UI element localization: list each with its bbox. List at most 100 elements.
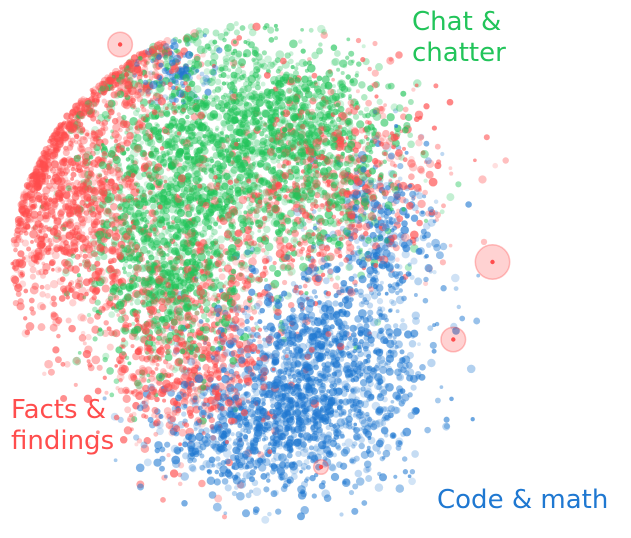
scatter-point [223,103,229,108]
scatter-point [309,97,317,105]
scatter-point [330,58,338,67]
scatter-point [68,324,76,333]
scatter-point [274,57,281,63]
scatter-point [138,354,146,362]
scatter-point [286,339,294,348]
scatter-point [443,416,450,423]
scatter-point [351,59,355,64]
scatter-point [113,217,120,224]
scatter-point [265,335,273,343]
scatter-point [350,388,355,393]
scatter-point [308,27,314,33]
scatter-point [264,134,269,139]
scatter-point [414,110,424,120]
scatter-point [106,367,114,375]
scatter-point [339,512,344,517]
scatter-point [219,170,223,174]
scatter-point [492,162,499,169]
scatter-point [121,337,126,343]
scatter-point [334,356,340,362]
scatter-point [483,134,490,141]
scatter-point [261,397,266,403]
scatter-point [320,31,328,39]
scatter-point [221,514,228,520]
scatter-point [210,435,217,441]
scatter-point [235,374,241,379]
scatter-point [334,409,339,413]
scatter-point [155,362,160,367]
scatter-point [62,226,67,232]
scatter-point [206,350,213,357]
scatter-point [84,215,93,224]
scatter-point [263,422,268,427]
scatter-point [356,120,365,129]
scatter-point [331,77,335,82]
scatter-point [174,247,179,252]
scatter-point [331,356,336,361]
scatter-point [356,433,363,440]
scatter-point [397,271,404,277]
scatter-point [206,341,211,347]
scatter-point [414,277,423,286]
scatter-point [376,450,382,455]
scatter-point [351,507,359,515]
scatter-point [395,484,405,493]
scatter-point [93,148,101,155]
scatter-point [301,467,306,472]
scatter-point [347,99,355,107]
scatter-point [29,273,36,280]
scatter-point [236,62,243,69]
scatter-point [142,384,150,393]
scatter-point [212,39,218,45]
scatter-point [386,113,395,122]
scatter-point [414,236,420,242]
scatter-point [324,210,334,219]
scatter-point [316,185,323,192]
scatter-point [246,210,253,217]
scatter-point [257,335,262,340]
scatter-point [44,359,53,369]
scatter-point [113,458,118,463]
scatter-point [132,289,141,299]
scatter-point [400,233,407,241]
scatter-point [133,291,139,298]
scatter-point [369,231,377,239]
scatter-point [276,159,281,164]
scatter-point [114,71,120,77]
scatter-point [214,78,222,86]
scatter-point [407,140,415,149]
scatter-point [394,274,400,280]
scatter-point [433,199,439,204]
scatter-point [124,355,130,361]
scatter-point [233,485,239,490]
scatter-point [92,336,98,342]
scatter-point [42,371,47,377]
scatter-point [198,479,206,488]
scatter-point [108,311,116,318]
scatter-point [261,401,266,407]
scatter-point [316,75,323,82]
scatter-point [280,117,288,125]
scatter-point [410,384,417,391]
scatter-point [136,438,143,444]
scatter-point [198,305,204,310]
scatter-point [358,110,364,116]
scatter-point [301,429,307,434]
scatter-point [145,88,152,95]
scatter-point [78,334,87,342]
scatter-point [179,219,187,227]
scatter-point [226,74,231,79]
scatter-point [300,246,305,252]
scatter-point [247,163,256,172]
scatter-point [358,249,363,255]
scatter-point [322,456,328,462]
scatter-point [306,465,311,470]
scatter-point [85,333,92,341]
scatter-point [223,171,228,177]
scatter-point [126,126,134,134]
scatter-point [399,388,406,394]
scatter-point [199,453,205,459]
scatter-point [263,270,269,276]
scatter-point [235,272,245,281]
